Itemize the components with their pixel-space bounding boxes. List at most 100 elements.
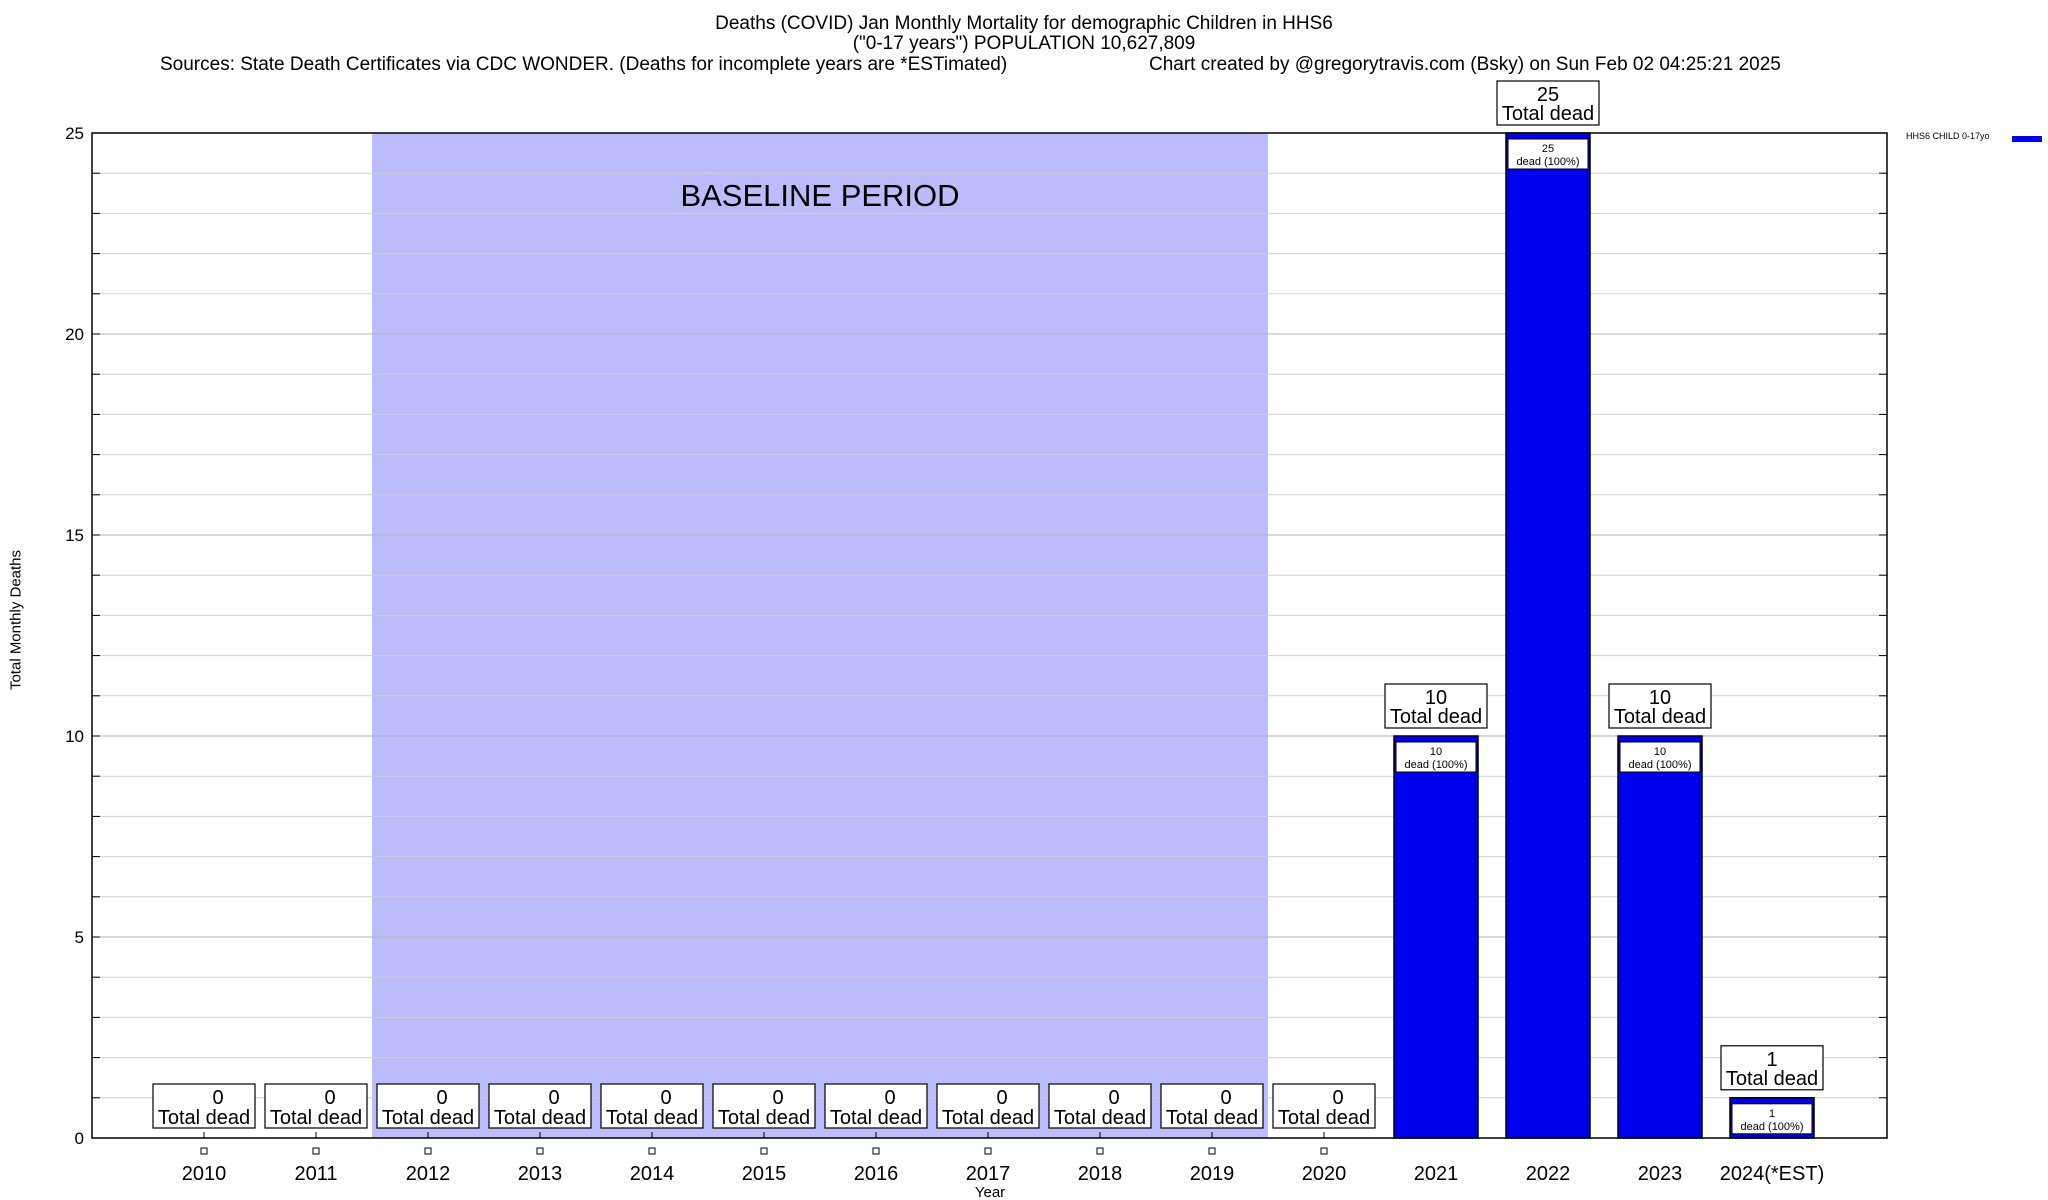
chart-credit: Chart created by @gregorytravis.com (Bsk…	[1149, 54, 1781, 75]
x-tick-label: 2011	[294, 1163, 337, 1185]
zero-point-marker	[984, 1147, 992, 1155]
total-dead-value: 25	[1537, 84, 1559, 106]
zero-point-marker	[648, 1147, 656, 1155]
zero-point-marker	[760, 1147, 768, 1155]
zero-point-marker	[536, 1147, 544, 1155]
total-dead-label: Total dead	[158, 1107, 250, 1129]
y-tick-label: 5	[75, 928, 84, 947]
total-dead-label: Total dead	[830, 1107, 922, 1129]
total-dead-value: 0	[324, 1087, 335, 1109]
x-tick-label: 2022	[1526, 1163, 1571, 1185]
x-tick-label: 2012	[406, 1163, 451, 1185]
total-dead-value: 0	[548, 1087, 559, 1109]
bar-inner-label: dead (100%)	[1405, 759, 1468, 771]
baseline-period-band	[372, 133, 1268, 1138]
x-tick-label: 2013	[518, 1163, 563, 1185]
zero-point-marker	[1208, 1147, 1216, 1155]
zero-point-marker	[424, 1147, 432, 1155]
total-dead-box	[1160, 1083, 1264, 1129]
total-dead-value: 0	[436, 1087, 447, 1109]
total-dead-label: Total dead	[1726, 1068, 1818, 1090]
bar	[1617, 735, 1703, 1139]
bar	[1505, 132, 1591, 1139]
bar-inner-value: 25	[1542, 143, 1554, 155]
total-dead-box	[1608, 683, 1712, 729]
total-dead-label: Total dead	[1390, 706, 1482, 728]
x-tick-label: 2024(*EST)	[1720, 1163, 1825, 1185]
total-dead-value: 0	[660, 1087, 671, 1109]
total-dead-label: Total dead	[718, 1107, 810, 1129]
total-dead-label: Total dead	[494, 1107, 586, 1129]
chart-title-line2: ("0-17 years") POPULATION 10,627,809	[852, 33, 1196, 54]
plot-frame	[91, 132, 1888, 1139]
total-dead-box	[1272, 1083, 1376, 1129]
bar-inner-label: dead (100%)	[1517, 156, 1580, 168]
x-tick-label: 2014	[630, 1163, 675, 1185]
bar-inner-label-box	[1731, 1103, 1813, 1135]
total-dead-value: 0	[996, 1087, 1007, 1109]
total-dead-value: 0	[772, 1087, 783, 1109]
x-axis-label: Year	[975, 1184, 1005, 1200]
bar-inner-value: 10	[1654, 746, 1666, 758]
total-dead-label: Total dead	[1614, 706, 1706, 728]
chart-title-line1: Deaths (COVID) Jan Monthly Mortality for…	[715, 13, 1333, 34]
bar-inner-label: dead (100%)	[1629, 759, 1692, 771]
y-tick-label: 20	[65, 325, 84, 344]
x-tick-label: 2015	[742, 1163, 787, 1185]
total-dead-label: Total dead	[1054, 1107, 1146, 1129]
total-dead-label: Total dead	[1166, 1107, 1258, 1129]
bar-inner-label-box	[1619, 741, 1701, 773]
total-dead-label: Total dead	[1502, 103, 1594, 125]
total-dead-value: 10	[1649, 687, 1671, 709]
x-tick-label: 2020	[1302, 1163, 1347, 1185]
total-dead-value: 0	[212, 1087, 223, 1109]
zero-point-marker	[1096, 1147, 1104, 1155]
y-tick-label: 25	[65, 124, 84, 143]
bar-inner-label-box	[1507, 138, 1589, 170]
total-dead-box	[264, 1083, 368, 1129]
total-dead-value: 0	[1332, 1087, 1343, 1109]
legend-label: HHS6 CHILD 0-17yo	[1906, 131, 1990, 141]
total-dead-box	[600, 1083, 704, 1129]
total-dead-label: Total dead	[382, 1107, 474, 1129]
total-dead-label: Total dead	[942, 1107, 1034, 1129]
zero-point-marker	[872, 1147, 880, 1155]
total-dead-value: 10	[1425, 687, 1447, 709]
x-tick-label: 2016	[854, 1163, 899, 1185]
zero-point-marker	[200, 1147, 208, 1155]
total-dead-box	[1496, 80, 1600, 126]
y-axis-label: Total Monthly Deaths	[7, 549, 25, 691]
total-dead-box	[488, 1083, 592, 1129]
total-dead-box	[936, 1083, 1040, 1129]
total-dead-box	[1720, 1045, 1824, 1091]
bar-inner-label-box	[1395, 741, 1477, 773]
zero-point-marker	[1320, 1147, 1328, 1155]
bar	[1393, 735, 1479, 1139]
chart-sources: Sources: State Death Certificates via CD…	[160, 54, 1008, 75]
total-dead-label: Total dead	[606, 1107, 698, 1129]
y-tick-label: 15	[65, 526, 84, 545]
x-tick-label: 2019	[1190, 1163, 1235, 1185]
total-dead-box	[1048, 1083, 1152, 1129]
total-dead-box	[824, 1083, 928, 1129]
zero-point-marker	[312, 1147, 320, 1155]
total-dead-value: 1	[1766, 1049, 1777, 1071]
bar-inner-label: dead (100%)	[1741, 1121, 1804, 1133]
y-tick-label: 10	[65, 727, 84, 746]
legend-swatch	[2012, 136, 2042, 142]
total-dead-box	[712, 1083, 816, 1129]
total-dead-box	[376, 1083, 480, 1129]
x-tick-label: 2010	[182, 1163, 227, 1185]
x-tick-label: 2023	[1638, 1163, 1683, 1185]
x-tick-label: 2017	[966, 1163, 1011, 1185]
total-dead-box	[152, 1083, 256, 1129]
bar-inner-value: 10	[1430, 746, 1442, 758]
x-tick-label: 2018	[1078, 1163, 1123, 1185]
total-dead-value: 0	[1220, 1087, 1231, 1109]
total-dead-value: 0	[884, 1087, 895, 1109]
total-dead-label: Total dead	[1278, 1107, 1370, 1129]
total-dead-label: Total dead	[270, 1107, 362, 1129]
total-dead-box	[1384, 683, 1488, 729]
x-tick-label: 2021	[1414, 1163, 1459, 1185]
